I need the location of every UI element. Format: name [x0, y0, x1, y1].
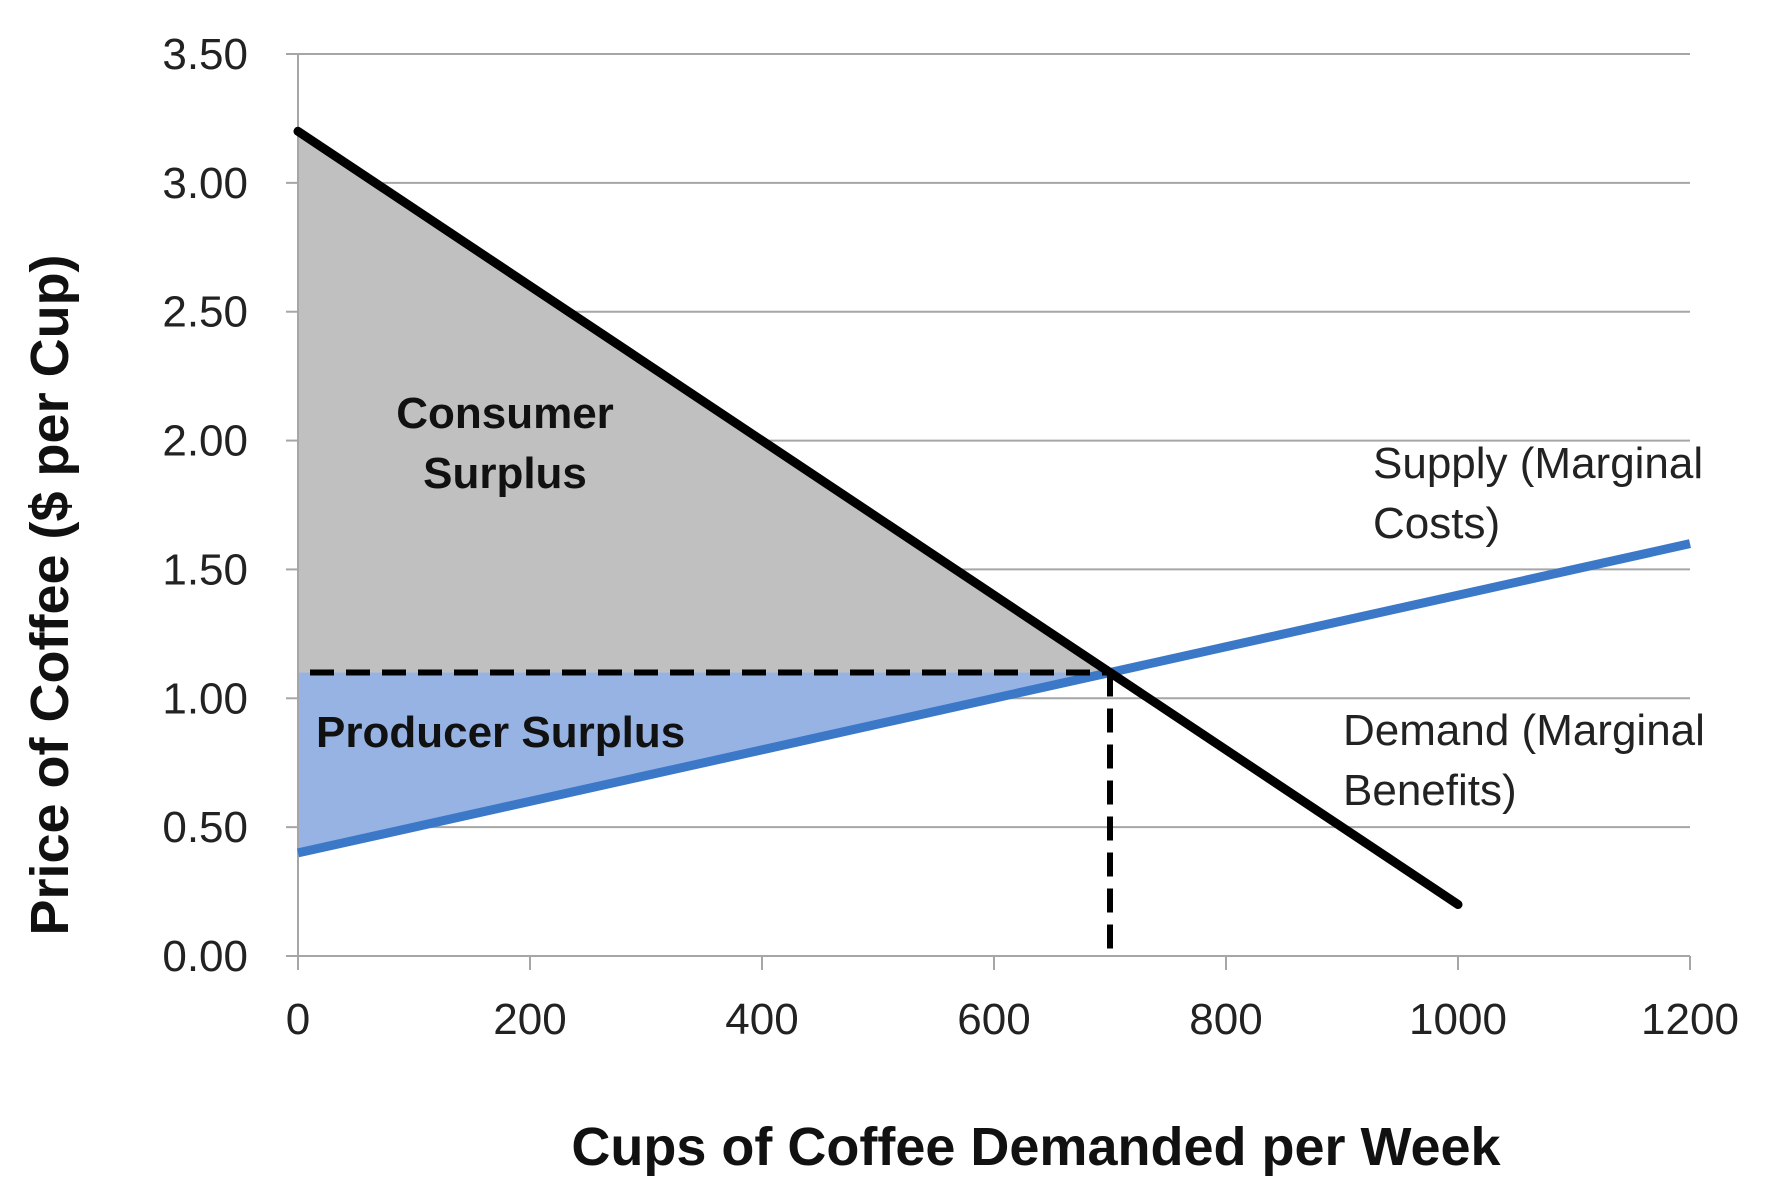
x-tick-label-5: 1000: [1409, 995, 1507, 1044]
x-tick-label-4: 800: [1189, 995, 1262, 1044]
consumer-surplus-label-line1: Consumer: [396, 389, 614, 438]
axes: [286, 53, 1691, 970]
demand-label-line1: Demand (Marginal: [1343, 706, 1705, 755]
y-axis-title: Price of Coffee ($ per Cup): [20, 254, 80, 935]
curves: [293, 126, 1691, 909]
y-tick-label-3: 1.50: [162, 545, 248, 594]
y-tick-labels: 0.00 0.50 1.00 1.50 2.00 2.50 3.00 3.50: [162, 30, 248, 981]
x-axis-title: Cups of Coffee Demanded per Week: [571, 1117, 1501, 1177]
x-tick-label-1: 200: [493, 995, 566, 1044]
x-tick-label-3: 600: [957, 995, 1030, 1044]
y-tick-label-2: 1.00: [162, 674, 248, 723]
equilibrium-guides: [310, 669, 1113, 956]
producer-surplus-label: Producer Surplus: [316, 708, 685, 757]
y-tick-label-1: 0.50: [162, 803, 248, 852]
y-tick-label-6: 3.00: [162, 159, 248, 208]
demand-label-line2: Benefits): [1343, 766, 1517, 815]
x-tick-label-0: 0: [286, 995, 310, 1044]
y-tick-label-5: 2.50: [162, 288, 248, 337]
consumer-surplus-label-line2: Surplus: [423, 449, 587, 498]
x-tick-labels: 0 200 400 600 800 1000 1200: [286, 995, 1739, 1044]
y-tick-label-0: 0.00: [162, 932, 248, 981]
supply-label-line1: Supply (Marginal: [1373, 439, 1703, 488]
x-tick-label-2: 400: [725, 995, 798, 1044]
demand-line: [293, 126, 1463, 909]
x-tick-label-6: 1200: [1641, 995, 1739, 1044]
y-tick-label-4: 2.00: [162, 417, 248, 466]
supply-line: [297, 539, 1691, 858]
supply-label-line2: Costs): [1373, 499, 1500, 548]
y-tick-label-7: 3.50: [162, 30, 248, 79]
